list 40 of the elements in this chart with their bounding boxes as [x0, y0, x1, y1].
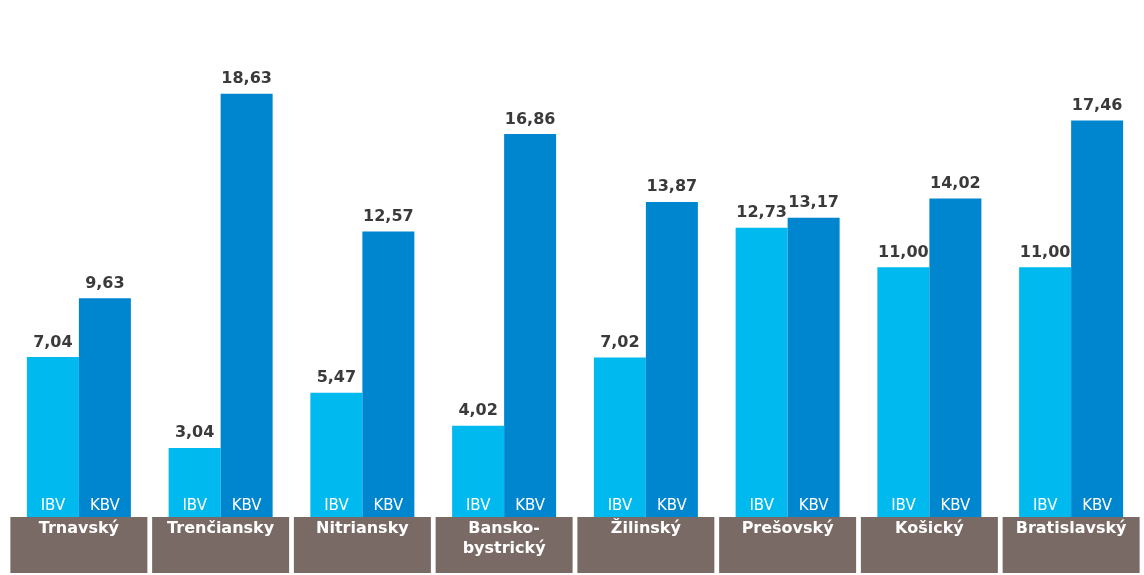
- text: IBV: [465, 496, 491, 514]
- data-label: 13,17: [788, 192, 839, 212]
- text: IBV: [324, 496, 349, 514]
- x-tick-label: Bansko- bystrický: [462, 517, 547, 557]
- text: KBV: [515, 496, 546, 514]
- text: IBV: [749, 496, 774, 514]
- data-label: 7,02: [600, 332, 640, 352]
- data-label: 12,57: [363, 205, 414, 225]
- series-label: IBV: [40, 496, 66, 514]
- text: IBV: [1032, 496, 1058, 514]
- x-tick-label: Trenčiansky: [167, 517, 275, 537]
- data-label: 9,63: [85, 272, 125, 292]
- data-label: 4,02: [458, 400, 498, 420]
- text: KBV: [940, 496, 971, 514]
- data-label: 12,73: [736, 202, 787, 222]
- data-label: 11,00: [1019, 241, 1071, 261]
- text: IBV: [891, 496, 916, 514]
- data-label: 13,87: [646, 176, 698, 196]
- x-tick-label: Košický: [895, 517, 965, 537]
- text: KBV: [373, 496, 404, 514]
- x-tick-label: Prešovský: [741, 517, 835, 537]
- series-label: KBV: [89, 496, 121, 514]
- data-label: 5,47: [316, 367, 357, 387]
- data-label: 3,04: [174, 422, 215, 442]
- data-label: 7,04: [33, 331, 73, 351]
- text: IBV: [182, 496, 207, 514]
- data-label: 16,86: [504, 108, 556, 128]
- text: KBV: [798, 496, 829, 514]
- x-tick-label: Bratislavský: [1015, 517, 1128, 537]
- text: IBV: [607, 496, 633, 514]
- data-label: 17,46: [1071, 94, 1123, 114]
- text: KBV: [656, 496, 687, 514]
- data-label: 11,00: [878, 241, 929, 261]
- text: KBV: [231, 496, 262, 514]
- x-tick-label: Nitriansky: [316, 517, 410, 537]
- x-tick-label: Žilinský: [610, 517, 682, 537]
- data-label: 14,02: [930, 173, 981, 193]
- data-label: 18,63: [221, 68, 272, 88]
- text: KBV: [1082, 496, 1113, 514]
- x-tick-label: Trnavský: [38, 517, 120, 537]
